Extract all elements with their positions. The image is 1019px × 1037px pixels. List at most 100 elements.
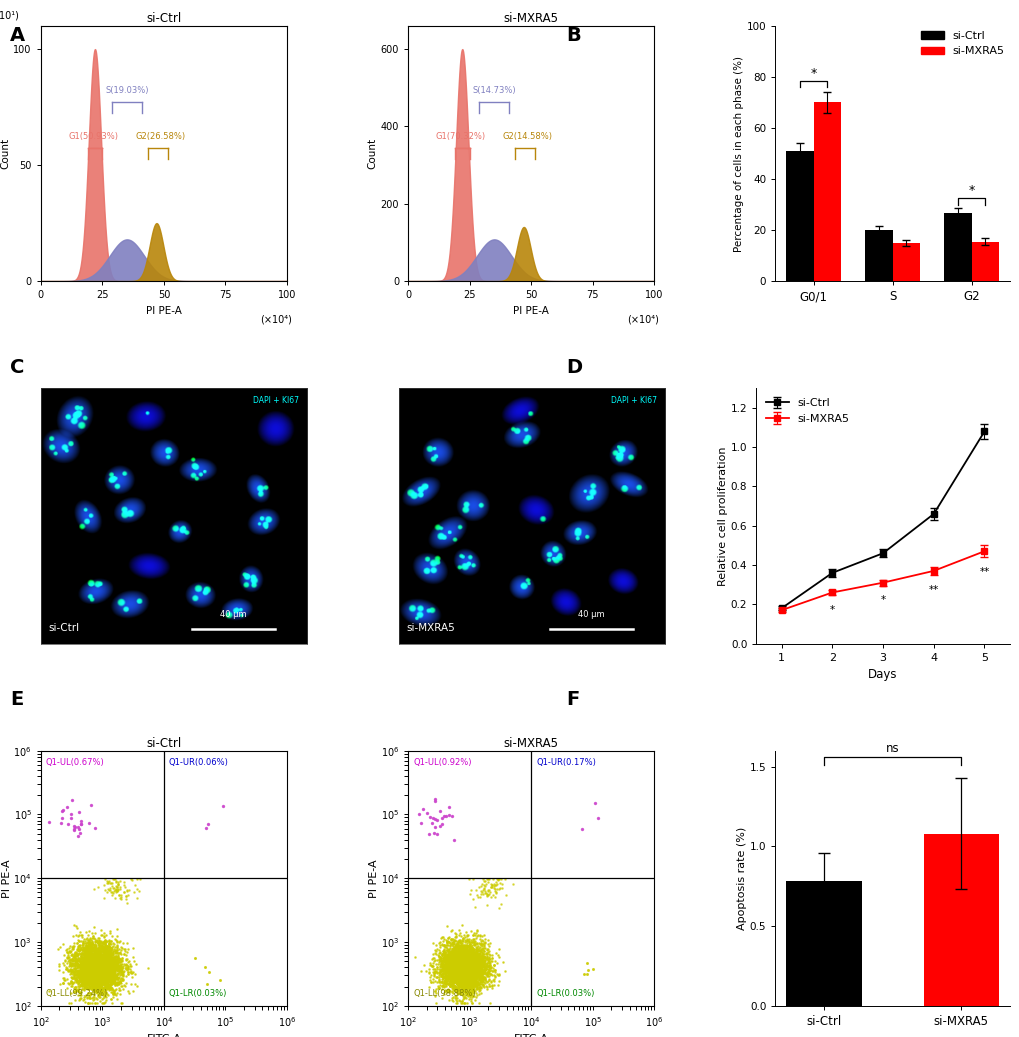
Point [449,933,466,950]
Point [85,959,101,976]
Point [467,935,483,952]
Point [463,973,479,989]
Point [96,961,112,978]
Point [90,957,106,974]
Point [435,970,451,986]
Point [96,973,112,989]
Point [463,976,479,992]
Point [460,978,476,994]
Point [447,963,464,980]
Point [74,936,91,953]
Point [87,966,103,983]
Point [74,957,91,974]
Point [444,958,461,975]
Point [81,952,97,969]
Point [81,971,97,987]
Point [88,962,104,979]
Point [85,947,101,963]
Point [459,963,475,980]
Point [90,987,106,1004]
Point [105,985,121,1002]
Point [482,958,498,975]
Point [89,970,105,986]
Point [447,973,464,989]
Point [102,884,118,900]
Point [473,960,489,977]
Point [446,960,463,977]
Point [454,945,471,961]
Point [454,964,471,981]
Point [448,963,465,980]
Point [86,960,102,977]
Point [88,957,104,974]
Point [93,959,109,976]
Point [70,964,87,981]
Point [84,963,100,980]
Point [466,960,482,977]
Point [72,961,89,978]
Text: G1(70.32%): G1(70.32%) [435,132,486,141]
Point [440,949,457,965]
Point [106,961,122,978]
Point [454,943,471,959]
Point [466,944,482,960]
Point [461,976,477,992]
Point [72,947,89,963]
Point [78,946,95,962]
Point [78,959,95,976]
Point [107,870,123,887]
Point [88,966,104,983]
Point [93,970,109,986]
Point [464,959,480,976]
Point [118,959,135,976]
Point [436,960,452,977]
Point [76,978,93,994]
Point [98,954,114,971]
Point [452,966,469,983]
Point [97,950,113,966]
Point [82,951,98,968]
Point [84,977,100,993]
Point [85,940,101,956]
Point [434,932,450,949]
Point [472,963,488,980]
Point [120,985,137,1002]
Point [413,962,429,979]
Point [86,953,102,970]
Point [113,952,129,969]
Point [426,983,442,1000]
Point [469,969,485,985]
Point [102,875,118,892]
Point [443,972,460,988]
Point [51,956,67,973]
Point [445,945,462,961]
Point [462,937,478,954]
Point [459,956,475,973]
Point [445,964,462,981]
Point [457,971,473,987]
Point [459,970,475,986]
Point [461,955,477,972]
Point [76,963,93,980]
Point [447,947,464,963]
Point [76,963,93,980]
Point [451,965,468,982]
Point [451,972,468,988]
Point [106,965,122,982]
Point [432,965,448,982]
Point [69,964,86,981]
Point [451,959,468,976]
Point [76,962,93,979]
Point [472,935,488,952]
Point [437,973,453,989]
Point [120,963,137,980]
Point [86,970,102,986]
Point [453,992,470,1009]
Point [72,970,89,986]
Point [463,954,479,971]
Point [437,954,453,971]
Point [474,955,490,972]
Point [442,948,459,964]
Point [446,956,463,973]
Point [454,948,471,964]
